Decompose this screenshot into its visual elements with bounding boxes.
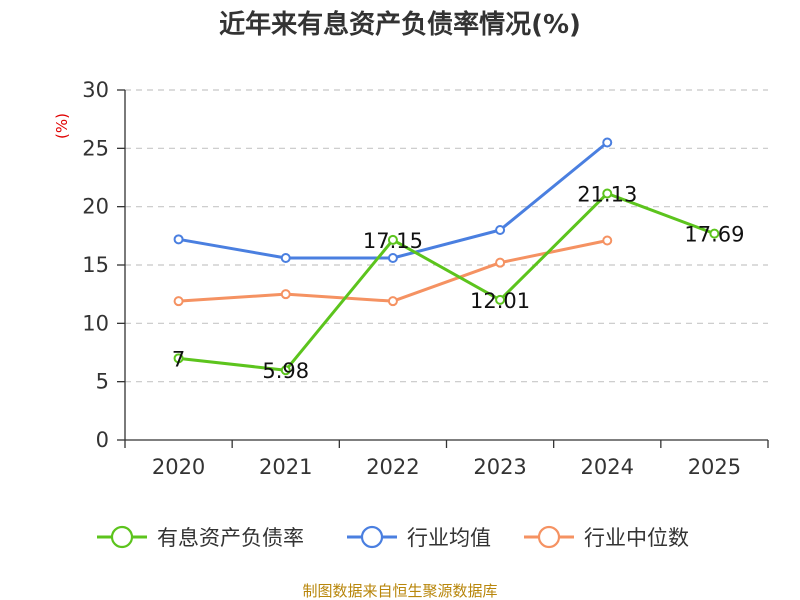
legend-marker (360, 525, 384, 549)
data-label: 7 (172, 347, 185, 371)
x-tick-label: 2022 (366, 455, 419, 479)
data-label: 17.15 (363, 229, 423, 253)
series-0-point (709, 228, 720, 239)
x-tick-label: 2020 (152, 455, 205, 479)
legend-label: 行业中位数 (584, 526, 689, 550)
y-tick-labels: 0 5 10 15 20 25 30 (82, 78, 109, 452)
data-label: 5.98 (262, 359, 309, 383)
series-2-point (602, 235, 613, 246)
series-1-point (173, 234, 184, 245)
y-tick-label: 5 (96, 370, 109, 394)
data-label: 21.13 (577, 182, 637, 206)
x-tick-label: 2025 (688, 455, 741, 479)
y-axis-unit: (%) (53, 113, 71, 139)
series-0-point (495, 294, 506, 305)
series-0-line (178, 191, 715, 372)
y-tick-label: 25 (82, 136, 109, 160)
legend-item-2[interactable]: 行业中位数 (524, 525, 689, 550)
series-0-point (280, 365, 291, 376)
legend-marker (537, 525, 561, 549)
y-tick-label: 0 (96, 428, 109, 452)
chart-title: 近年来有息资产负债率情况(%) (219, 9, 581, 40)
series-0-point (387, 234, 398, 245)
legend-item-0[interactable]: 有息资产负债率 (97, 525, 304, 550)
y-tick-label: 20 (82, 195, 109, 219)
series-2-point (495, 257, 506, 268)
legend-marker (110, 525, 134, 549)
series-2-point (280, 289, 291, 300)
series-1-point (495, 225, 506, 235)
series-1-point (602, 137, 613, 148)
axes (117, 89, 769, 448)
series-layer (173, 137, 720, 376)
legend: 有息资产负债率 行业均值 行业中位数 (97, 525, 689, 550)
y-tick-label: 15 (82, 253, 109, 277)
source-note: 制图数据来自恒生聚源数据库 (302, 582, 497, 600)
x-tick-label: 2023 (473, 455, 526, 479)
series-0-point (173, 353, 184, 364)
series-1-point (387, 253, 398, 263)
y-tick-label: 30 (82, 78, 109, 102)
legend-label: 行业均值 (407, 526, 491, 550)
series-1-point (280, 253, 291, 263)
legend-item-1[interactable]: 行业均值 (347, 525, 491, 550)
x-tick-labels: 2020 2021 2022 2023 2024 2025 (152, 455, 741, 479)
series-2-point (387, 296, 398, 307)
series-2-point (173, 296, 184, 307)
legend-label: 有息资产负债率 (157, 526, 304, 550)
data-labels: 7 5.98 17.15 12.01 21.13 17.69 (172, 182, 745, 383)
data-label: 12.01 (470, 289, 530, 313)
x-tick-label: 2021 (259, 455, 312, 479)
data-label: 17.69 (684, 223, 744, 247)
x-tick-label: 2024 (581, 455, 634, 479)
series-0-point (602, 188, 613, 199)
grid-lines (125, 89, 768, 383)
y-tick-label: 10 (82, 311, 109, 335)
